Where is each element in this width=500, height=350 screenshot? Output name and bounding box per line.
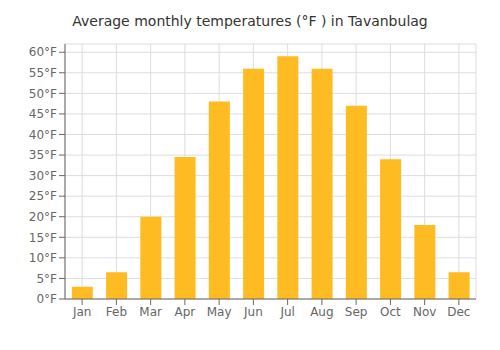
svg-text:Jun: Jun: [243, 305, 263, 319]
svg-text:45°F: 45°F: [29, 107, 57, 121]
svg-text:5°F: 5°F: [36, 272, 57, 286]
svg-text:30°F: 30°F: [29, 169, 57, 183]
svg-text:20°F: 20°F: [29, 210, 57, 224]
svg-text:Apr: Apr: [174, 305, 195, 319]
svg-text:Oct: Oct: [380, 305, 401, 319]
svg-text:35°F: 35°F: [29, 148, 57, 162]
html-text:Average monthly temperatures (: Average monthly temperatures (°F ) in Ta…: [72, 13, 428, 29]
svg-text:25°F: 25°F: [29, 189, 57, 203]
svg-text:10°F: 10°F: [29, 251, 57, 265]
svg-text:Jul: Jul: [279, 305, 294, 319]
svg-text:May: May: [207, 305, 232, 319]
svg-text:15°F: 15°F: [29, 231, 57, 245]
svg-text:Feb: Feb: [106, 305, 127, 319]
svg-text:Jan: Jan: [72, 305, 92, 319]
svg-text:Dec: Dec: [447, 305, 470, 319]
svg-text:40°F: 40°F: [29, 128, 57, 142]
svg-text:Aug: Aug: [310, 305, 333, 319]
svg-text:55°F: 55°F: [29, 66, 57, 80]
svg-text:Nov: Nov: [413, 305, 436, 319]
svg-text:50°F: 50°F: [29, 87, 57, 101]
svg-text:60°F: 60°F: [29, 45, 57, 59]
svg-text:0°F: 0°F: [36, 292, 57, 306]
svg-text:Sep: Sep: [345, 305, 368, 319]
svg-text:Mar: Mar: [139, 305, 162, 319]
